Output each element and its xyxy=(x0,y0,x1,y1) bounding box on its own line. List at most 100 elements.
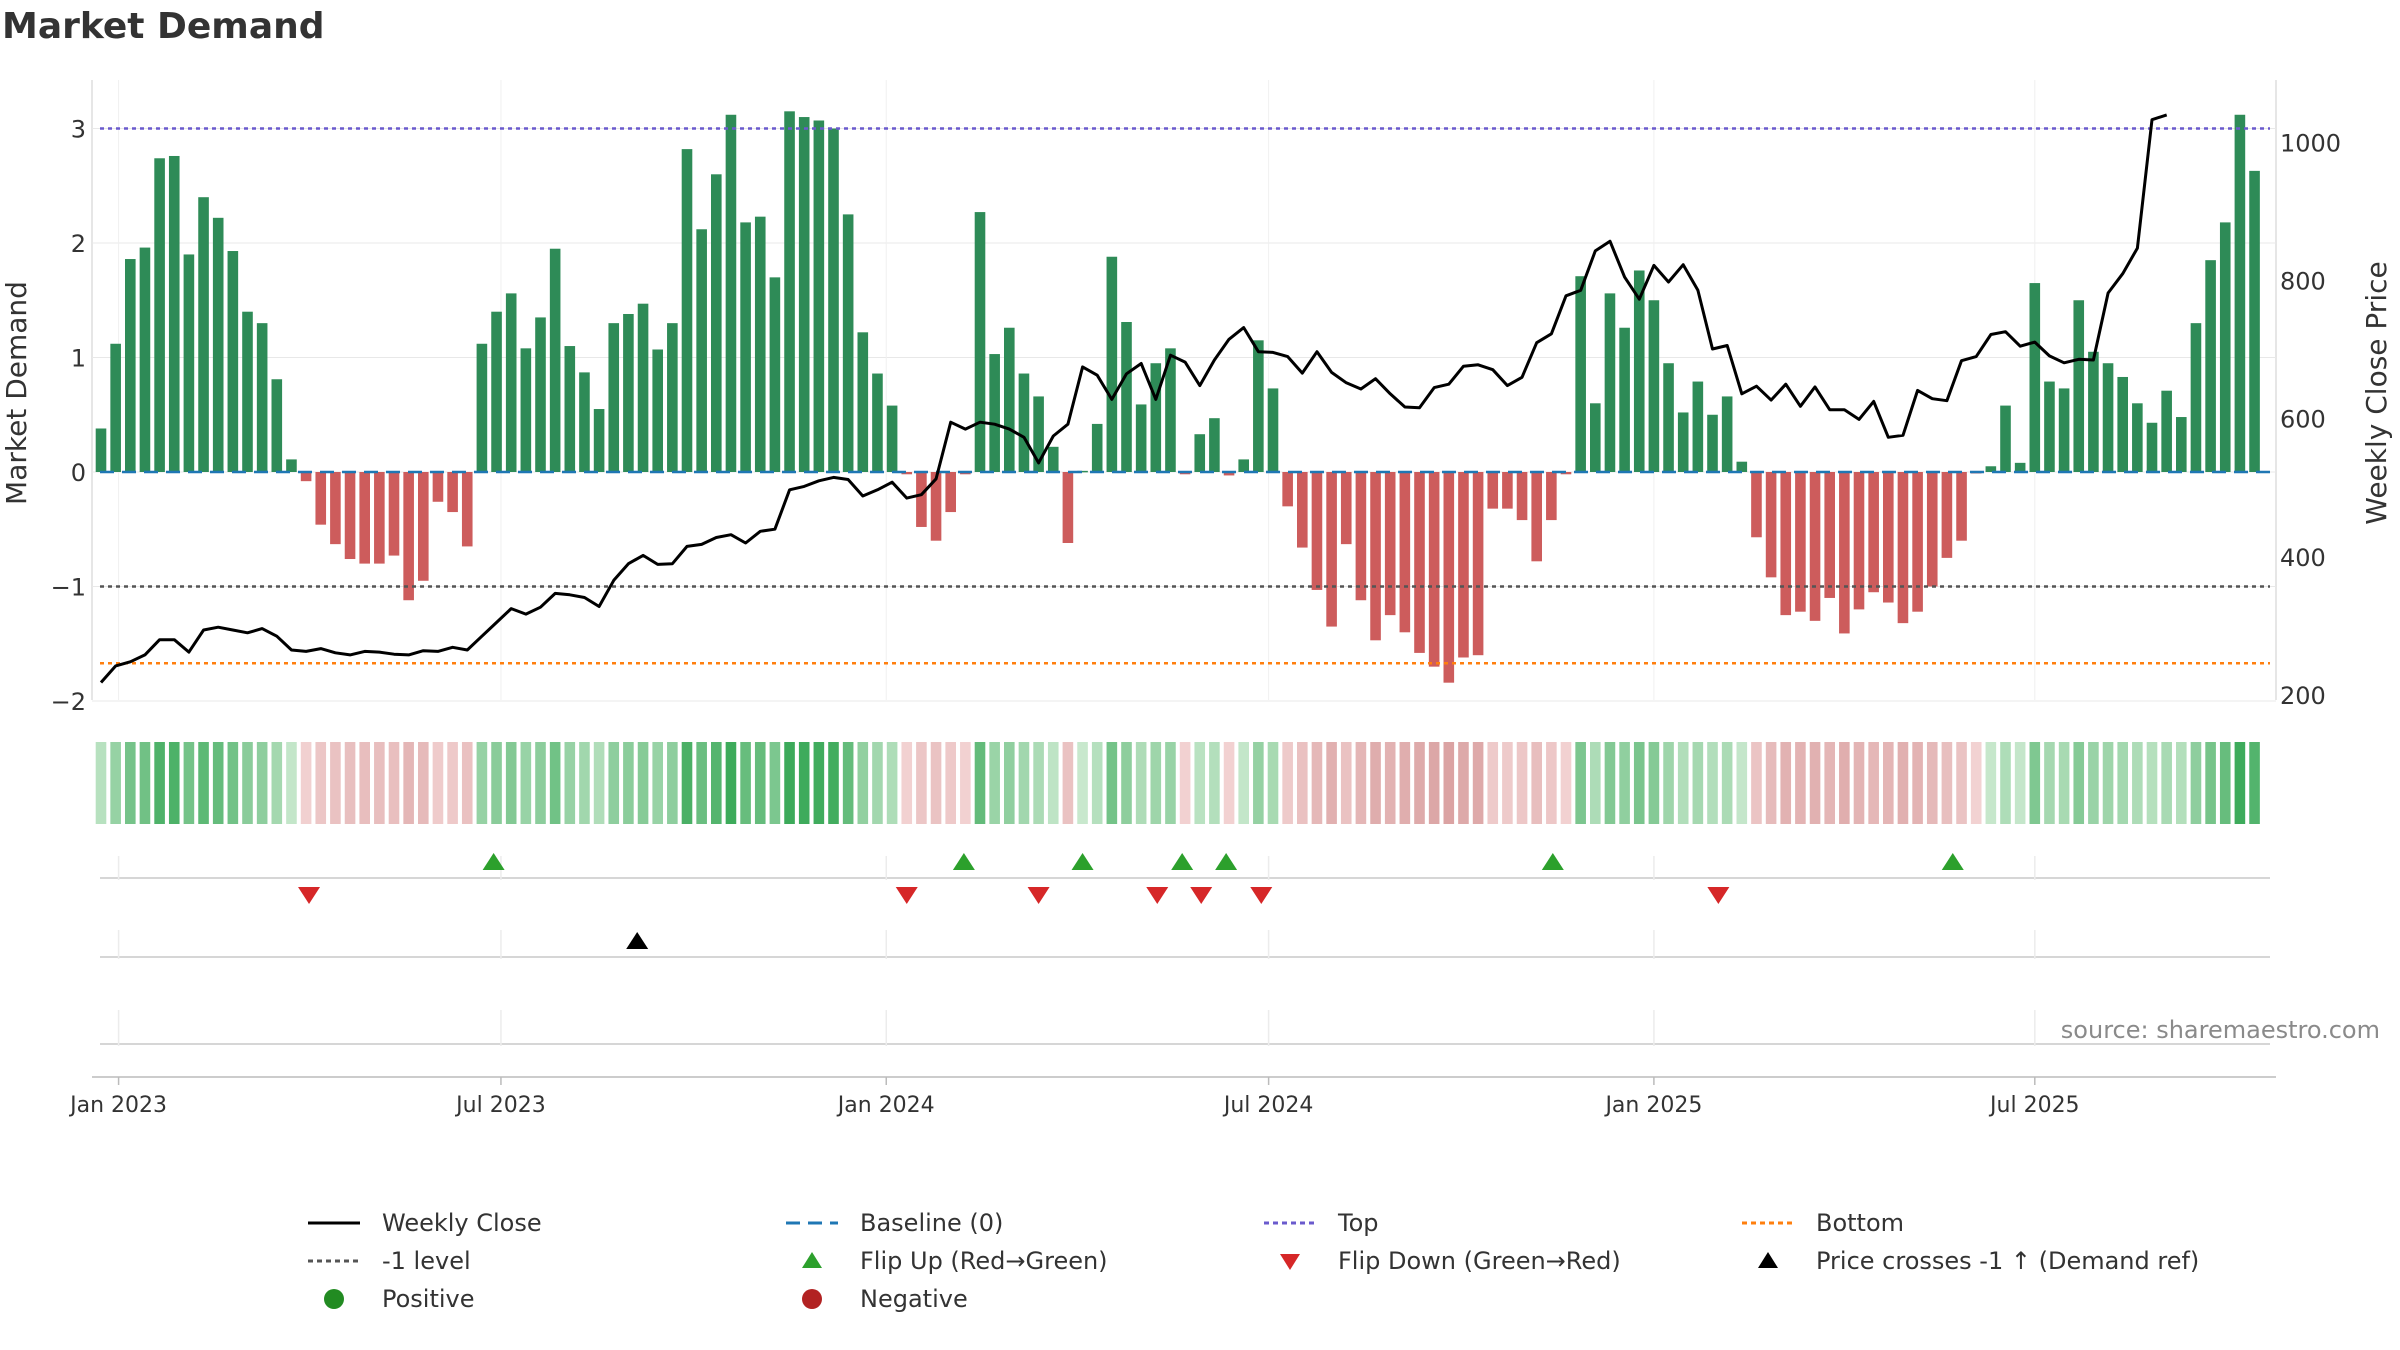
flip-up-marker xyxy=(1171,853,1194,870)
positive-bar xyxy=(535,317,546,472)
heat-cell xyxy=(1297,742,1308,824)
positive-bar xyxy=(857,332,869,472)
heat-cell xyxy=(2014,742,2026,824)
heat-cell xyxy=(1677,742,1689,824)
negative-bar xyxy=(432,472,444,502)
heat-cell xyxy=(2117,742,2128,824)
positive-bar xyxy=(286,459,297,472)
heat-cell xyxy=(1106,742,1118,824)
negative-bar xyxy=(1780,472,1792,616)
heat-cell xyxy=(505,742,517,824)
heat-cell xyxy=(2219,742,2231,824)
legend-label: Weekly Close xyxy=(382,1209,542,1237)
heat-cell xyxy=(1912,742,1923,824)
positive-bar xyxy=(212,217,224,472)
heat-cell xyxy=(2132,742,2143,824)
heat-cell xyxy=(1267,742,1279,824)
positive-bar xyxy=(740,222,751,472)
flip-down-marker xyxy=(1146,887,1169,904)
heat-cell xyxy=(1956,742,1967,824)
heat-cell xyxy=(520,742,532,824)
heat-cell xyxy=(930,742,942,824)
negative-bar xyxy=(1897,472,1909,624)
heat-cell xyxy=(388,742,400,824)
negative-bar xyxy=(945,472,956,513)
y2-axis-label: Weekly Close Price xyxy=(2360,261,2393,524)
x-tick-label: Jan 2024 xyxy=(836,1093,935,1118)
heat-cell xyxy=(740,742,751,824)
source-credit: source: sharemaestro.com xyxy=(2060,1016,2380,1044)
negative-bar xyxy=(1340,472,1352,545)
heat-cell xyxy=(769,742,781,824)
heat-cell xyxy=(1326,742,1337,824)
heat-cell xyxy=(2044,742,2055,824)
heat-cell xyxy=(256,742,268,824)
positive-bar xyxy=(667,323,678,472)
positive-bar xyxy=(769,277,781,472)
heat-cell xyxy=(198,742,209,824)
heat-cell xyxy=(1282,742,1293,824)
positive-bar xyxy=(1633,270,1645,472)
heat-cell xyxy=(637,742,649,824)
positive-bar xyxy=(183,254,195,472)
positive-bar xyxy=(1677,412,1689,472)
heat-cell xyxy=(1853,742,1865,824)
demand-bars xyxy=(95,111,2260,683)
positive-bar xyxy=(711,174,722,473)
heat-cell xyxy=(945,742,956,824)
positive-bar xyxy=(110,343,121,472)
positive-bar xyxy=(2044,381,2055,472)
heat-cell xyxy=(1809,742,1821,824)
legend-item-flip-down: Flip Down (Green→Red) xyxy=(1256,1246,1734,1276)
negative-bar xyxy=(1414,472,1425,653)
positive-bar xyxy=(623,313,634,472)
heat-cell xyxy=(1970,742,1982,824)
positive-bar xyxy=(2219,222,2231,472)
x-tick-label: Jul 2025 xyxy=(1988,1093,2080,1118)
heat-cell xyxy=(2234,742,2246,824)
heat-cell xyxy=(886,742,898,824)
heat-cell xyxy=(1868,742,1879,824)
heat-cell xyxy=(2073,742,2085,824)
negative-bar xyxy=(1472,472,1484,656)
positive-bar xyxy=(2161,390,2172,472)
heat-cell xyxy=(681,742,693,824)
negative-bar xyxy=(418,472,429,581)
heat-cell xyxy=(1839,742,1850,824)
heat-cell xyxy=(374,742,385,824)
negative-bar xyxy=(1502,472,1513,509)
legend: Weekly Close Baseline (0) Top Bottom -1 … xyxy=(300,1208,2250,1314)
positive-bar xyxy=(798,117,810,473)
y-tick-label: 1 xyxy=(71,345,86,373)
y2-tick-label: 800 xyxy=(2280,268,2326,296)
heat-cell xyxy=(1590,742,1601,824)
negative-bar xyxy=(1546,472,1557,521)
positive-bar xyxy=(125,259,136,472)
heat-cell xyxy=(593,742,605,824)
positive-bar xyxy=(696,229,707,472)
positive-bar xyxy=(271,379,283,472)
negative-bar xyxy=(1384,472,1396,616)
negative-bar xyxy=(1926,472,1938,587)
y2-tick-label: 200 xyxy=(2280,682,2326,710)
x-tick-label: Jul 2024 xyxy=(1222,1093,1314,1118)
heat-cell xyxy=(271,742,283,824)
heat-cell xyxy=(1721,742,1733,824)
heat-cell xyxy=(608,742,620,824)
dot-red-icon xyxy=(802,1289,822,1309)
positive-bar xyxy=(637,303,649,472)
line-dotted-orange-icon xyxy=(1742,1221,1794,1225)
heat-cell xyxy=(1384,742,1396,824)
legend-item-top: Top xyxy=(1256,1208,1734,1238)
legend-label: Bottom xyxy=(1816,1209,1905,1237)
y-tick-label: 0 xyxy=(71,459,86,487)
positive-bar xyxy=(608,323,620,472)
legend-item-weekly-close: Weekly Close xyxy=(300,1208,778,1238)
x-tick-label: Jan 2025 xyxy=(1603,1093,1702,1118)
heat-cell xyxy=(476,742,488,824)
positive-bar xyxy=(754,216,766,472)
main-panel-frame xyxy=(91,80,2277,700)
triangle-up-black-icon xyxy=(1758,1252,1778,1268)
heat-cell xyxy=(754,742,766,824)
